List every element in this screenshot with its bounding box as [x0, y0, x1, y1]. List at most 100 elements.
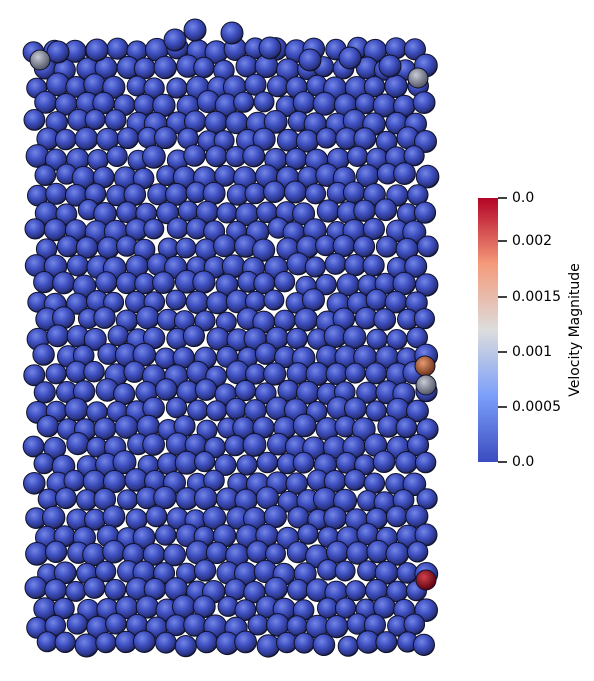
- particle: [236, 454, 258, 476]
- particle: [242, 432, 267, 457]
- particle: [132, 526, 156, 550]
- particle: [44, 578, 67, 602]
- particle: [155, 631, 177, 654]
- particle: [205, 145, 228, 168]
- particle: [23, 472, 46, 495]
- particle: [415, 374, 437, 396]
- tick-label: 0.002: [512, 233, 552, 249]
- particle: [258, 36, 282, 60]
- particle: [254, 342, 278, 365]
- particle: [66, 254, 89, 277]
- particle: [263, 362, 287, 386]
- particle: [95, 632, 117, 654]
- particle: [263, 110, 288, 134]
- particle: [66, 613, 89, 635]
- particle: [374, 198, 398, 222]
- particle: [402, 472, 427, 497]
- particle: [265, 543, 286, 565]
- particle: [405, 504, 429, 528]
- particle: [105, 613, 127, 635]
- particle: [163, 543, 187, 567]
- particle: [233, 91, 255, 113]
- particle: [357, 560, 379, 582]
- particle: [253, 91, 275, 113]
- particle: [292, 202, 316, 226]
- particle: [24, 218, 46, 240]
- particle: [185, 290, 210, 314]
- particle: [153, 485, 177, 510]
- particle: [395, 416, 418, 439]
- particle: [143, 218, 165, 240]
- particle: [414, 355, 436, 377]
- particle: [385, 505, 408, 528]
- particle: [373, 308, 397, 331]
- particle: [45, 363, 67, 385]
- particle: [365, 400, 387, 422]
- particle: [286, 327, 308, 350]
- particle: [74, 126, 99, 151]
- particle: [33, 381, 56, 404]
- particle: [193, 559, 217, 582]
- particle: [292, 451, 315, 474]
- particle: [55, 487, 77, 510]
- particle: [416, 235, 439, 258]
- particle: [194, 451, 216, 473]
- particle: [415, 273, 439, 297]
- particle: [406, 541, 429, 563]
- particle: [132, 630, 156, 653]
- particle: [416, 488, 438, 510]
- particle: [53, 561, 77, 585]
- particle: [294, 307, 319, 332]
- particle: [234, 599, 257, 621]
- particle: [324, 252, 347, 275]
- particle: [283, 180, 307, 204]
- particle: [25, 144, 50, 168]
- particle: [152, 271, 175, 295]
- particle: [24, 576, 48, 600]
- particle: [145, 505, 168, 528]
- particle: [415, 164, 440, 189]
- particle: [412, 91, 436, 114]
- particle: [393, 162, 416, 186]
- particle: [166, 217, 189, 240]
- particle: [344, 362, 366, 384]
- particle: [104, 109, 127, 131]
- particle: [135, 305, 160, 330]
- particle: [375, 631, 398, 654]
- particle: [74, 633, 99, 658]
- particle: [316, 199, 340, 223]
- particle: [234, 630, 258, 654]
- particle: [53, 597, 75, 620]
- particle: [83, 327, 107, 351]
- particle: [304, 183, 327, 205]
- particle: [202, 506, 227, 530]
- particle: [32, 343, 55, 366]
- particle: [304, 256, 326, 278]
- particle: [34, 164, 57, 186]
- particle: [263, 289, 285, 311]
- tick-label: 0.0: [512, 454, 534, 470]
- particle-column: [22, 18, 440, 658]
- particle: [29, 49, 51, 71]
- particle: [25, 541, 49, 566]
- particle: [194, 378, 218, 401]
- particle: [193, 56, 215, 79]
- particle: [97, 236, 120, 259]
- particle: [256, 634, 280, 658]
- particle: [292, 413, 317, 438]
- color-bar: 0.0 0.002 0.0015 0.001 0.0005 0.0 Velocity Ma…: [478, 190, 583, 470]
- particle: [362, 217, 385, 240]
- particle: [46, 40, 70, 64]
- particle: [252, 238, 276, 262]
- particle: [353, 235, 376, 258]
- particle: [315, 127, 338, 149]
- particle: [224, 434, 246, 457]
- particle: [244, 182, 266, 205]
- particle: [42, 505, 66, 530]
- particle: [285, 472, 308, 495]
- particle: [175, 237, 197, 259]
- particle: [165, 289, 187, 311]
- particle: [287, 578, 309, 601]
- particle: [107, 325, 130, 347]
